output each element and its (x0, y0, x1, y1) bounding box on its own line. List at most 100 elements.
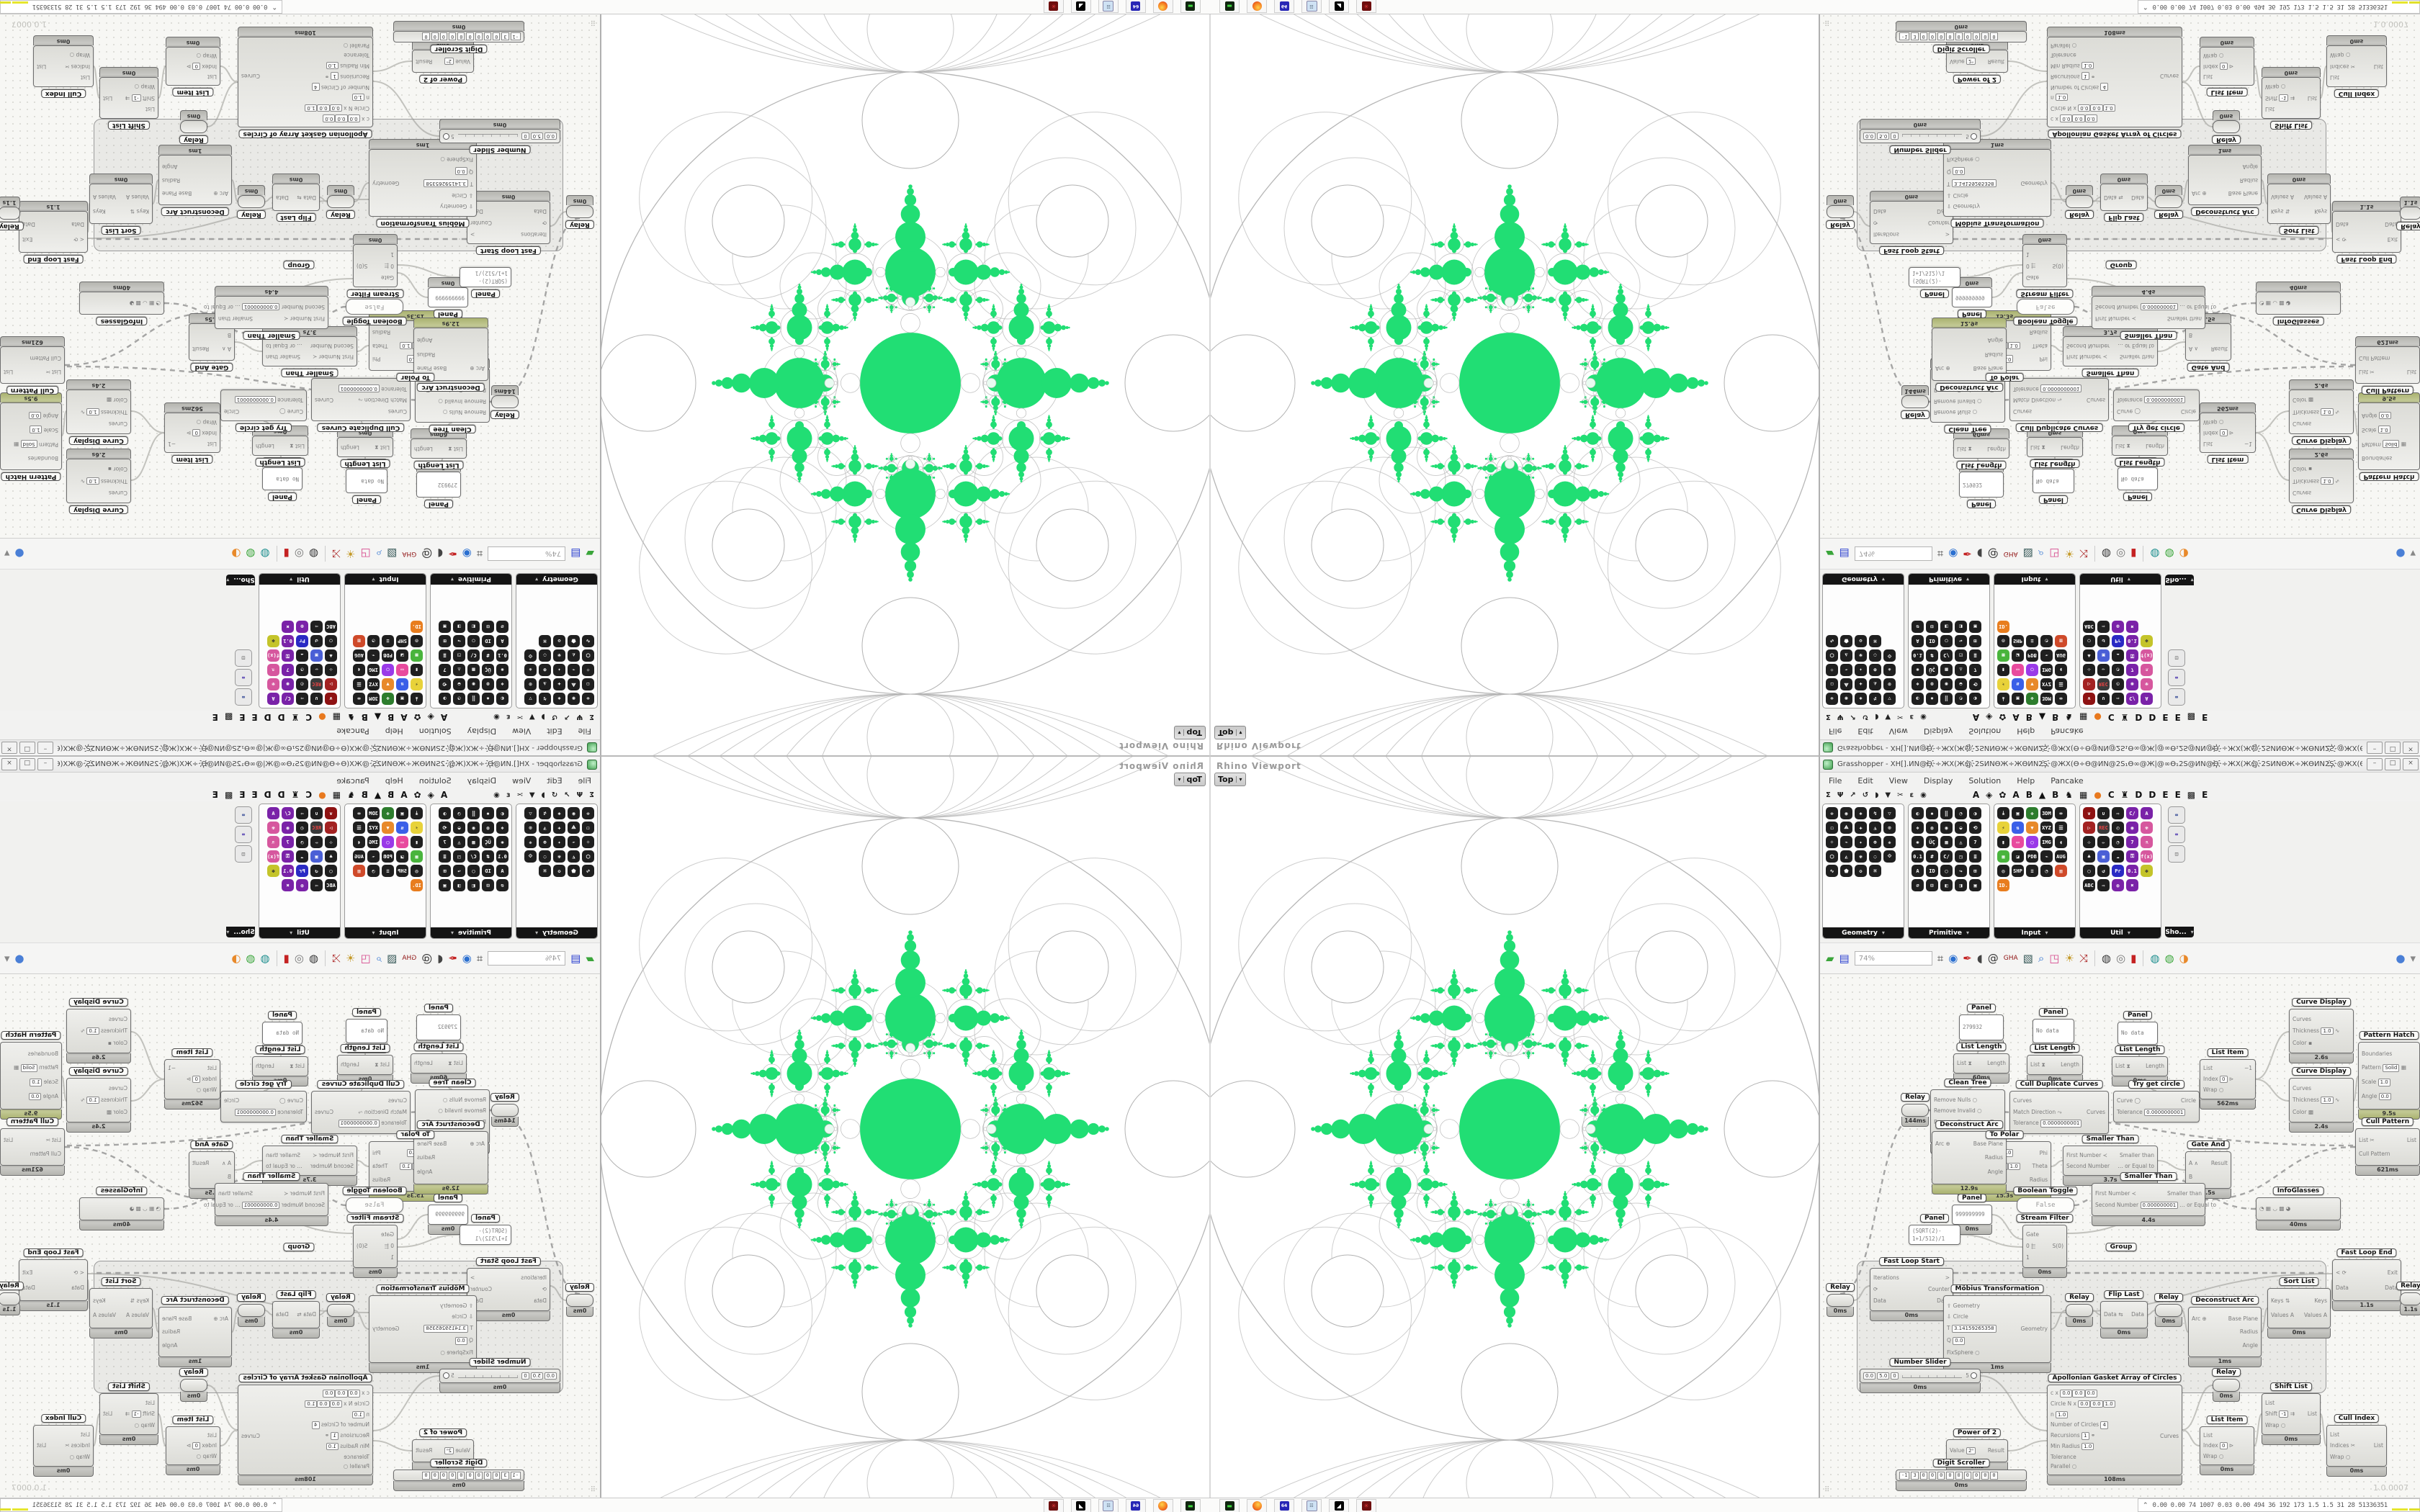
component-icon[interactable]: ◔ (367, 865, 380, 877)
category-tab[interactable]: ▦ (332, 712, 341, 722)
component-icon[interactable]: ⇨ (2097, 879, 2110, 891)
toolbar-icon[interactable]: ▰ (586, 951, 594, 965)
toolbar-icon[interactable]: ◳ (2049, 951, 2060, 965)
gh-node-relay[interactable]: Relay 0ms (237, 185, 266, 219)
category-tab-icon[interactable]: ◗ (1875, 791, 1879, 799)
component-icon[interactable]: A (496, 865, 508, 877)
component-icon[interactable]: SHP (396, 865, 408, 877)
category-tab[interactable]: B (2052, 790, 2059, 800)
gh-node-boolean-toggle[interactable]: Boolean Toggle False (2013, 1187, 2078, 1213)
gh-node-list-item[interactable]: List Item List −1 Index 0 ⊳ Wrap ○ 562ms (164, 402, 220, 464)
taskbar-icon-firefox[interactable] (1247, 0, 1267, 13)
category-tab[interactable]: ♞ (346, 790, 355, 800)
category-tab-icon[interactable]: ◉ (493, 791, 500, 799)
category-tab[interactable]: E (239, 712, 246, 722)
component-icon[interactable]: REC (310, 678, 323, 690)
component-icon[interactable]: XYZ (2040, 822, 2053, 834)
component-icon[interactable]: ▣ (1969, 879, 1981, 891)
panel-tab-geometry[interactable]: Geometry ▾ (516, 927, 597, 938)
toolbar-icon[interactable]: ▧ (2022, 951, 2033, 965)
component-icon[interactable]: IMG (2040, 664, 2053, 676)
panel-tab-input[interactable]: Input ▾ (1994, 927, 2075, 938)
gh-node-smaller-than[interactable]: Smaller Than First Number ≺ Smaller than Se… (204, 286, 328, 340)
component-icon[interactable]: A (1912, 635, 1924, 647)
component-icon[interactable]: ∞ (2168, 688, 2185, 706)
category-tab[interactable]: B (361, 790, 368, 800)
category-tab[interactable]: E (2174, 790, 2181, 800)
component-icon[interactable]: ◉ (1940, 822, 1953, 834)
gh-node-infoglasses[interactable]: InfoGlasses ◔ ▦ ◡ ▩ ◕ 40ms (2256, 1187, 2341, 1230)
component-icon[interactable]: ⟐ (524, 850, 537, 863)
component-icon[interactable]: ⟁ (568, 822, 580, 834)
component-icon[interactable]: ☩ (325, 836, 337, 848)
viewport-top-tab[interactable]: Top ▾ (1214, 726, 1246, 739)
component-icon[interactable]: ▽ (1883, 693, 1896, 705)
component-icon[interactable]: ▽ (524, 807, 537, 819)
component-icon[interactable]: Pr (296, 865, 308, 877)
toolbar-icon[interactable]: ▧ (2022, 547, 2033, 561)
gh-node-relay[interactable]: Relay 0ms (2212, 110, 2241, 144)
component-icon[interactable]: ABC (325, 621, 337, 633)
component-icon[interactable]: ⟐ (1883, 850, 1896, 863)
component-icon[interactable]: ◉ (282, 678, 294, 690)
category-tab-icon[interactable]: ↺ (551, 713, 558, 721)
panel-expand-icon[interactable]: ▾ (2190, 929, 2194, 935)
component-icon[interactable]: ⚿ (282, 850, 294, 863)
gh-node-try-get-circle[interactable]: Try get circle Curve ◯ Circle Tolerance 0.0… (220, 1080, 307, 1122)
category-tab-icon[interactable]: ✂ (516, 791, 523, 799)
category-tab[interactable]: C (305, 790, 313, 800)
category-tab[interactable]: ▩ (224, 790, 233, 800)
component-icon[interactable]: ☩ (325, 664, 337, 676)
component-icon[interactable]: ⌁ (1840, 664, 1852, 676)
gh-node-cull-duplicate-curves[interactable]: Cull Duplicate Curves Curves Match Directi… (2009, 378, 2109, 432)
toolbar-icon[interactable]: ⌗ (1937, 951, 1944, 965)
taskbar-icon-wolf[interactable]: ◢ (1071, 1499, 1091, 1512)
gh-node-deconstruct-arc[interactable]: Deconstruct Arc Arc ⊕ Base Plane Radius Angl… (413, 1120, 488, 1194)
component-icon[interactable]: ÜÇ (482, 836, 494, 848)
component-icon[interactable]: ▷ (2083, 822, 2095, 834)
component-icon[interactable]: ⇨ (310, 879, 323, 891)
component-icon[interactable]: 3DM (367, 693, 380, 705)
component-icon[interactable]: ÜÇ (482, 664, 494, 676)
component-icon[interactable]: ▽ (524, 693, 537, 705)
toolbar-icon[interactable]: ▮ (2130, 951, 2137, 965)
component-icon[interactable]: ❖ (496, 822, 508, 834)
category-tab[interactable]: A (1972, 790, 1980, 800)
component-icon[interactable]: ✤ (2026, 693, 2038, 705)
menu-display[interactable]: Display (1923, 775, 1953, 786)
component-icon[interactable]: ✺ (496, 664, 508, 676)
component-icon[interactable]: ∞ (235, 669, 252, 686)
category-tab[interactable]: E (239, 790, 246, 800)
component-icon[interactable]: ◮ (539, 678, 551, 690)
gh-node-relay[interactable]: Relay 0ms (237, 1293, 266, 1327)
component-icon[interactable]: XYZ (367, 822, 380, 834)
component-icon[interactable]: ▽ (1883, 807, 1896, 819)
gh-node-cull-index[interactable]: Cull Index List Indices ✂ List Wrap ○ 0ms (2326, 35, 2387, 98)
component-icon[interactable]: ↪ (453, 865, 465, 877)
toolbar-icon[interactable]: ▾ (4, 547, 10, 561)
gh-node-curve-display[interactable]: Curve Display Curves Thickness 1.0 ∿ Color … (2289, 1067, 2354, 1133)
component-icon[interactable]: ⊙ (1883, 678, 1896, 690)
component-icon[interactable]: ⚡ (411, 822, 423, 834)
panel-tab-sho[interactable]: Sho... ▾ (226, 575, 255, 585)
slider-knob[interactable] (443, 132, 449, 140)
panel-expand-icon[interactable]: ▾ (2127, 930, 2130, 936)
component-icon[interactable]: ✖ (2126, 879, 2138, 891)
component-icon[interactable]: SHP (396, 635, 408, 647)
component-icon[interactable]: ◫ (2168, 845, 2185, 863)
toolbar-icon[interactable]: ◍ (308, 951, 319, 965)
component-icon[interactable]: C/ (282, 807, 294, 819)
gh-node-pattern-hatch[interactable]: Pattern Hatch Boundaries Pattern Solid ▦ Sc… (2358, 392, 2420, 481)
gh-node-curve-display[interactable]: Curve Display Curves Thickness 1.0 ∿ Color … (2289, 449, 2354, 514)
toolbar-icon[interactable]: ● (2396, 547, 2406, 561)
menu-solution[interactable]: Solution (418, 726, 452, 737)
toolbar-icon[interactable]: ◳ (360, 951, 371, 965)
component-icon[interactable]: ▣ (439, 879, 451, 891)
component-icon[interactable]: ❖ (1912, 678, 1924, 690)
minimize-button[interactable]: – (37, 742, 53, 754)
gh-node-deconstruct-arc[interactable]: Deconstruct Arc Arc ⊕ Base Plane Radius Angl… (1932, 318, 2007, 392)
component-icon[interactable]: ≣ (1969, 850, 1981, 863)
component-icon[interactable]: ID (482, 865, 494, 877)
component-icon[interactable]: ▦ (1997, 649, 2009, 662)
